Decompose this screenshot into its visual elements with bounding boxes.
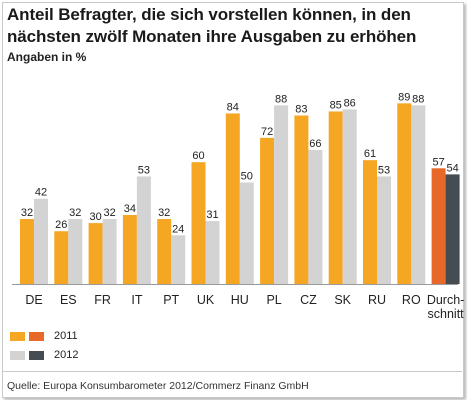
bar-sk-2011 (328, 111, 343, 284)
data-label-ru-2012: 53 (378, 164, 390, 176)
data-label-ru-2011: 61 (364, 148, 376, 160)
legend-item-2011: 2011 (10, 330, 78, 342)
x-tick-label-es: ES (60, 293, 77, 307)
x-tick-label-durchschnitt: schnitt (428, 307, 465, 321)
data-label-it-2012: 53 (138, 164, 150, 176)
bar-fr-2012 (102, 219, 117, 284)
bar-pl-2012 (274, 105, 289, 284)
bar-fr-2011 (88, 223, 103, 284)
chart-subtitle: Angaben in % (7, 50, 87, 64)
x-tick-label-sk: SK (334, 293, 351, 307)
x-tick-label-ru: RU (368, 293, 386, 307)
x-tick-label-ro: RO (402, 293, 421, 307)
bar-durchschnitt-2011 (431, 168, 446, 284)
legend-swatch-2012-dark (29, 350, 44, 360)
data-label-fr-2011: 30 (89, 211, 101, 223)
bar-es-2011 (54, 231, 69, 284)
bar-pt-2012 (171, 235, 186, 284)
data-label-uk-2011: 60 (192, 150, 204, 162)
bar-cz-2012 (308, 150, 323, 284)
data-label-de-2012: 42 (35, 187, 47, 199)
legend-item-2012: 2012 (10, 349, 78, 361)
legend-label-2011: 2011 (54, 330, 78, 343)
source-note: Quelle: Europa Konsumbarometer 2012/Comm… (7, 380, 309, 392)
data-label-es-2012: 32 (69, 207, 81, 219)
bar-de-2012 (34, 198, 48, 284)
bar-ro-2012 (411, 105, 426, 284)
data-label-pt-2011: 32 (158, 207, 170, 219)
data-label-hu-2011: 84 (227, 101, 239, 113)
data-label-hu-2012: 50 (241, 171, 253, 183)
bar-uk-2012 (205, 221, 220, 284)
bar-hu-2011 (225, 113, 240, 284)
bar-it-2011 (122, 214, 137, 284)
bar-pl-2011 (260, 137, 275, 284)
bar-durchschnitt-2012 (445, 174, 460, 284)
legend-swatch-2012-light (10, 350, 25, 360)
data-label-durchschnitt-2012: 54 (446, 162, 458, 174)
bar-ru-2012 (377, 176, 391, 284)
legend-swatch-2011-dark (29, 331, 44, 341)
x-tick-label-hu: HU (231, 293, 249, 307)
data-label-sk-2011: 85 (330, 99, 342, 111)
data-label-uk-2012: 31 (206, 209, 218, 221)
data-label-es-2011: 26 (55, 219, 67, 231)
data-label-sk-2012: 86 (344, 97, 356, 109)
source-divider (2, 371, 462, 372)
data-label-cz-2011: 83 (295, 104, 307, 116)
bar-sk-2012 (342, 109, 357, 284)
bar-uk-2011 (191, 162, 206, 284)
x-tick-label-uk: UK (197, 293, 215, 307)
data-label-pl-2012: 88 (275, 93, 287, 105)
bar-ro-2011 (397, 103, 412, 284)
data-label-de-2011: 32 (21, 207, 33, 219)
bar-ru-2011 (363, 160, 377, 284)
x-tick-label-de: DE (25, 293, 42, 307)
x-tick-label-cz: CZ (300, 293, 317, 307)
data-label-it-2011: 34 (124, 203, 136, 215)
data-label-cz-2012: 66 (309, 138, 321, 150)
bar-it-2012 (136, 176, 151, 284)
chart-title: Anteil Befragter, die sich vorstellen kö… (7, 5, 417, 46)
data-label-ro-2012: 88 (412, 93, 424, 105)
x-tick-label-fr: FR (94, 293, 111, 307)
legend-label-2012: 2012 (54, 349, 79, 362)
bar-es-2012 (68, 219, 83, 284)
data-label-ro-2011: 89 (398, 91, 410, 103)
data-label-fr-2012: 32 (103, 207, 115, 219)
data-label-durchschnitt-2011: 57 (432, 156, 444, 168)
x-tick-label-pt: PT (163, 293, 179, 307)
x-tick-label-it: IT (131, 293, 142, 307)
legend-swatch-2011-light (10, 331, 25, 341)
bar-de-2011 (20, 219, 34, 284)
data-label-pt-2012: 24 (172, 223, 184, 235)
bar-pt-2011 (157, 219, 172, 284)
bar-cz-2011 (294, 115, 309, 284)
bar-hu-2012 (239, 182, 254, 284)
data-label-pl-2011: 72 (261, 126, 273, 138)
x-tick-label-pl: PL (266, 293, 281, 307)
x-tick-label-durchschnitt: Durch- (427, 293, 465, 307)
